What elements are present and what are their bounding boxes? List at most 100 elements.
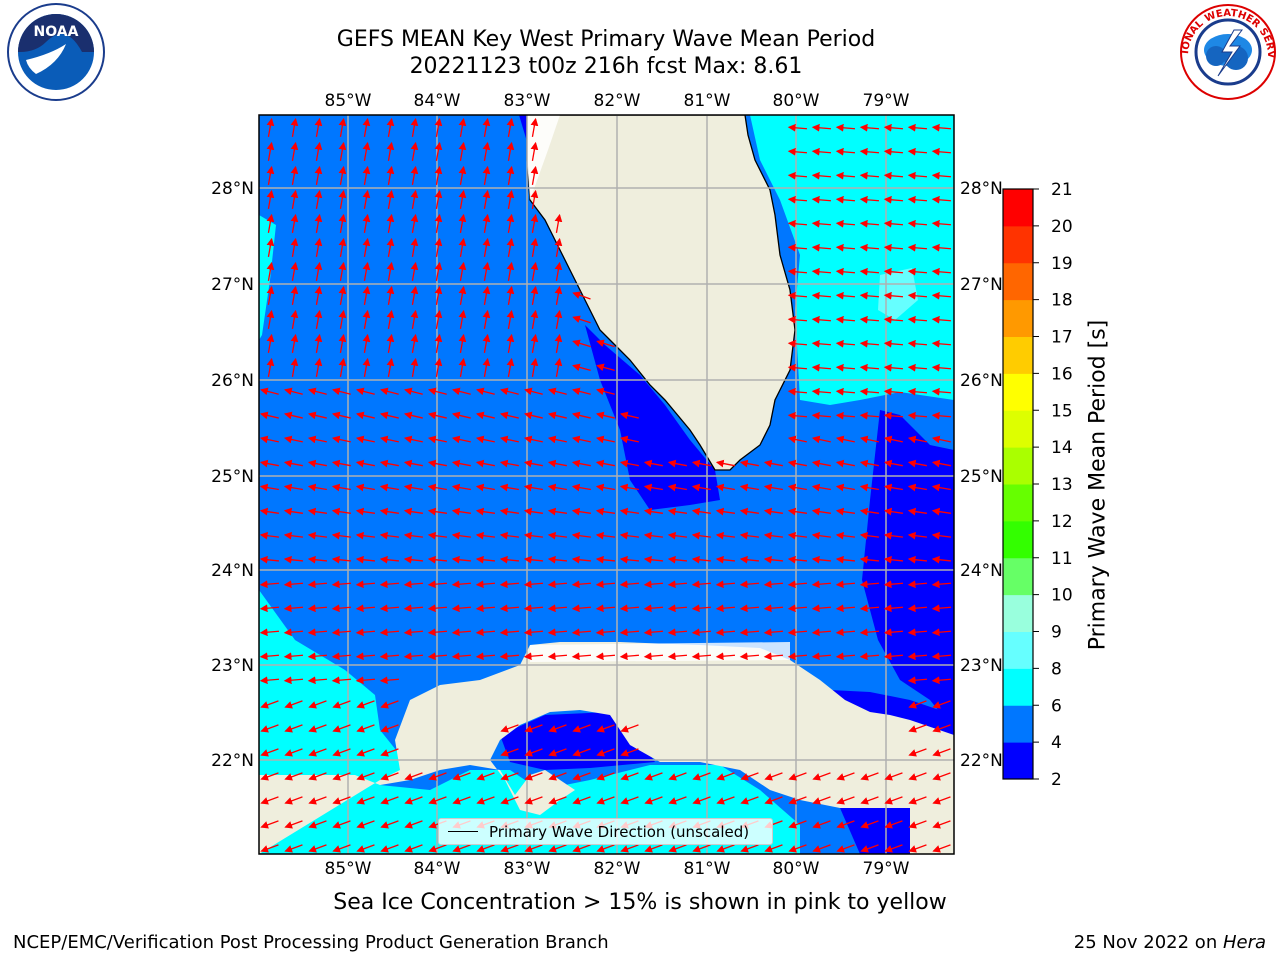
- wave-direction-arrow: [596, 363, 615, 372]
- wave-direction-arrow: [500, 796, 519, 805]
- wave-direction-arrow: [355, 435, 375, 444]
- wave-direction-arrow: [907, 507, 927, 516]
- wave-direction-arrow: [403, 652, 424, 661]
- chart-title-line-1: GEFS MEAN Key West Primary Wave Mean Per…: [336, 27, 876, 52]
- colorbar-tick-label: 14: [1051, 438, 1073, 458]
- wave-direction-arrow: [787, 580, 808, 589]
- wave-direction-arrow: [883, 580, 904, 589]
- wave-direction-arrow: [338, 165, 347, 185]
- wave-direction-arrow: [524, 844, 543, 853]
- wave-direction-arrow: [931, 267, 952, 276]
- wave-direction-arrow: [547, 604, 568, 613]
- wave-direction-arrow: [379, 435, 399, 444]
- wave-direction-arrow: [338, 141, 347, 161]
- wave-direction-arrow: [787, 171, 808, 180]
- wave-direction-arrow: [260, 772, 279, 781]
- cuba-landmass: [259, 642, 954, 854]
- noaa-logo-icon: NOAA: [7, 3, 105, 101]
- wave-direction-arrow: [482, 285, 491, 305]
- period-region-6-8-west: [259, 215, 276, 340]
- wave-direction-arrow: [307, 604, 328, 613]
- wave-direction-arrow: [451, 604, 472, 613]
- wave-direction-arrow: [434, 237, 443, 257]
- wave-direction-arrow: [788, 820, 807, 829]
- wave-direction-arrow: [530, 285, 539, 305]
- colorbar-segment: [1003, 336, 1033, 374]
- wave-direction-arrow: [739, 459, 759, 468]
- wave-direction-arrow: [931, 411, 952, 420]
- wave-direction-arrow: [403, 628, 424, 637]
- wave-direction-arrow: [763, 531, 784, 540]
- wave-direction-arrow: [331, 604, 352, 613]
- wave-direction-arrow: [931, 652, 952, 661]
- wave-direction-arrow: [667, 555, 688, 564]
- wave-direction-arrow: [434, 189, 443, 209]
- wave-direction-arrow: [386, 333, 395, 353]
- lon-label: 79°W: [863, 859, 910, 879]
- wave-direction-arrow: [643, 628, 664, 637]
- wave-direction-arrow: [571, 604, 592, 613]
- wave-direction-arrow: [379, 580, 400, 589]
- wave-direction-arrow: [386, 357, 395, 377]
- wave-direction-arrow: [643, 531, 664, 540]
- wave-direction-arrow: [499, 580, 520, 589]
- wave-direction-arrow: [668, 796, 687, 805]
- wave-direction-arrow: [811, 339, 832, 348]
- wave-direction-arrow: [908, 772, 927, 781]
- wave-direction-arrow: [314, 141, 323, 161]
- wave-direction-arrow: [523, 507, 543, 516]
- wave-direction-arrow: [859, 147, 880, 156]
- wave-direction-arrow: [362, 333, 371, 353]
- wave-direction-arrow: [596, 844, 615, 853]
- wave-direction-arrow: [403, 580, 424, 589]
- wave-direction-arrow: [572, 339, 591, 348]
- wave-direction-arrow: [595, 555, 616, 564]
- lat-label: 26°N: [211, 371, 254, 391]
- lat-label: 24°N: [211, 561, 254, 581]
- lat-label: 24°N: [960, 561, 1003, 581]
- colorbar-segment: [1003, 557, 1033, 596]
- wave-direction-arrow: [883, 147, 904, 156]
- wave-direction-arrow: [530, 309, 539, 329]
- wave-direction-arrow: [524, 748, 543, 757]
- wave-direction-arrow: [787, 507, 807, 516]
- wave-direction-arrow: [380, 796, 399, 805]
- wave-direction-arrow: [458, 333, 467, 353]
- wave-direction-arrow: [931, 483, 951, 492]
- wave-direction-arrow: [362, 117, 371, 137]
- colorbar-tick-label: 21: [1051, 180, 1073, 200]
- wave-direction-arrow: [427, 604, 448, 613]
- nws-logo-icon: NATIONAL WEATHER SERVICE: [1178, 2, 1276, 100]
- wave-direction-arrow: [355, 555, 376, 564]
- wave-direction-arrow: [547, 531, 568, 540]
- wave-direction-arrow: [595, 604, 616, 613]
- wave-direction-arrow: [283, 580, 304, 589]
- wave-direction-arrow: [308, 724, 327, 733]
- wave-direction-arrow: [595, 435, 615, 444]
- wave-direction-arrow: [812, 820, 831, 829]
- wave-direction-arrow: [386, 261, 395, 281]
- wave-direction-arrow: [476, 772, 495, 781]
- wave-direction-arrow: [547, 459, 567, 468]
- wave-direction-arrow: [667, 628, 688, 637]
- wave-direction-arrow: [787, 459, 807, 468]
- wave-direction-arrow: [506, 237, 515, 257]
- wave-direction-arrow: [554, 357, 563, 377]
- colorbar-segment: [1003, 447, 1033, 485]
- wave-direction-arrow: [500, 724, 519, 733]
- wave-direction-arrow: [811, 147, 832, 156]
- wave-direction-arrow: [932, 724, 951, 733]
- wave-direction-arrow: [884, 820, 903, 829]
- wave-direction-arrow: [883, 267, 904, 276]
- wave-direction-arrow: [932, 772, 951, 781]
- wave-direction-arrow: [458, 141, 467, 161]
- wave-direction-arrow: [835, 243, 856, 252]
- wave-direction-arrow: [931, 387, 952, 396]
- wave-direction-arrow: [362, 261, 371, 281]
- wave-direction-arrow: [835, 363, 856, 372]
- wave-direction-arrow: [458, 165, 467, 185]
- no-data-fringe-cuba: [530, 642, 790, 662]
- wave-direction-arrow: [907, 171, 928, 180]
- wave-direction-arrow: [458, 357, 467, 377]
- wave-direction-arrow: [380, 748, 399, 757]
